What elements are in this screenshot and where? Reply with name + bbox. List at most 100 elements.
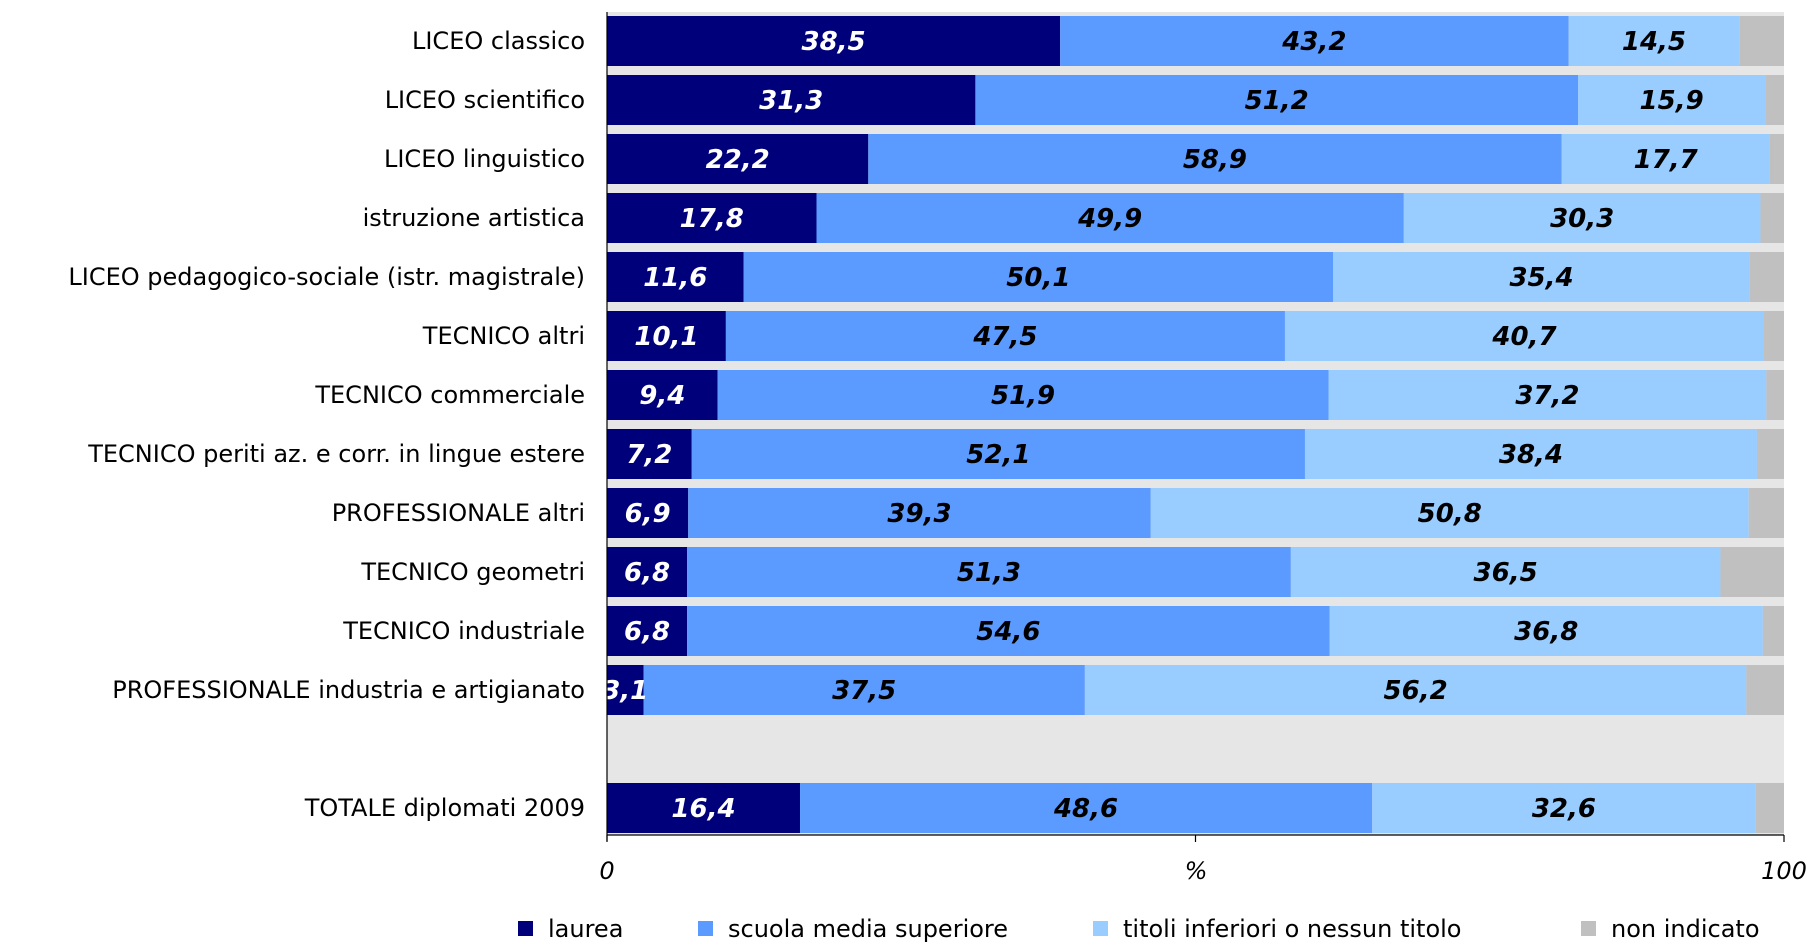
bar-segment	[868, 134, 1562, 184]
bar-segment	[607, 252, 744, 302]
bar-segment	[1150, 488, 1749, 538]
bar-segment	[607, 193, 817, 243]
bar-segment	[816, 193, 1404, 243]
data-label: 50,8	[1418, 499, 1482, 529]
bar-segment	[1763, 311, 1784, 361]
bar-segment	[607, 134, 869, 184]
bar-segment	[607, 665, 644, 715]
data-label: 6,8	[624, 617, 670, 647]
data-label: 31,3	[759, 86, 823, 116]
bar-segment	[687, 606, 1330, 656]
bar-segment	[607, 783, 801, 833]
legend-swatch	[698, 921, 713, 936]
bar-segment	[1372, 783, 1756, 833]
x-tick-label: 100	[1761, 857, 1807, 885]
bar-segment	[687, 547, 1291, 597]
value-labels-group: 38,5 43,2 14,5 31,3 51,2 15,9 22,2 58,9 17,7 17,8…	[602, 27, 1703, 824]
bar-segment	[688, 488, 1151, 538]
bar-segment	[1328, 370, 1767, 420]
data-label: 36,8	[1514, 617, 1578, 647]
bar-segment	[607, 370, 718, 420]
bar-segment	[1284, 311, 1764, 361]
bar-segment	[1333, 252, 1750, 302]
bar-segment	[800, 783, 1373, 833]
data-label: 48,6	[1053, 794, 1118, 824]
bar-segment	[643, 665, 1085, 715]
legend: laurea scuola media superiore titoli infer…	[518, 915, 1760, 943]
category-label: PROFESSIONALE industria e artigianato	[112, 676, 585, 704]
bar-segment	[1748, 488, 1784, 538]
legend-swatch	[1093, 921, 1108, 936]
data-label: 54,6	[976, 617, 1040, 647]
bar-segment	[607, 311, 726, 361]
legend-label: titoli inferiori o nessun titolo	[1123, 915, 1461, 943]
data-label: 14,5	[1622, 27, 1686, 57]
data-label: 38,5	[801, 27, 865, 57]
data-label: 51,9	[991, 381, 1055, 411]
data-label: 17,7	[1634, 145, 1699, 175]
category-label: TECNICO altri	[422, 322, 585, 350]
bar-segment	[725, 311, 1285, 361]
category-label: LICEO classico	[412, 27, 585, 55]
category-label: TECNICO periti az. e corr. in lingue est…	[87, 440, 585, 468]
data-label: 38,4	[1499, 440, 1563, 470]
data-label: 22,2	[706, 145, 770, 175]
category-labels-group: LICEO classico LICEO scientifico LICEO lin…	[68, 27, 585, 822]
bar-segment	[1561, 134, 1770, 184]
bar-segment	[1304, 429, 1757, 479]
bar-segment	[1766, 370, 1784, 420]
data-label: 15,9	[1640, 86, 1704, 116]
data-label: 56,2	[1384, 676, 1448, 706]
bar-segment	[607, 429, 692, 479]
data-label: 32,6	[1532, 794, 1596, 824]
bar-segment	[1746, 665, 1784, 715]
category-label: LICEO linguistico	[384, 145, 585, 173]
bar-segment	[1755, 783, 1784, 833]
data-label: 17,8	[680, 204, 744, 234]
data-label: 6,8	[624, 558, 670, 588]
bar-segment	[1060, 16, 1569, 66]
data-label: 7,2	[626, 440, 672, 470]
bar-segment	[1760, 193, 1784, 243]
bar-segment	[1762, 606, 1784, 656]
category-label: PROFESSIONALE altri	[332, 499, 585, 527]
data-label: 52,1	[966, 440, 1030, 470]
data-label: 58,9	[1183, 145, 1247, 175]
bar-segment	[1765, 75, 1784, 125]
data-label: 37,5	[832, 676, 896, 706]
bar-segment	[1329, 606, 1763, 656]
bar-segment	[743, 252, 1334, 302]
bar-segment	[1290, 547, 1721, 597]
data-label: 6,9	[625, 499, 671, 529]
bar-segment	[607, 488, 689, 538]
bar-segment	[1769, 134, 1784, 184]
bar-segment	[1578, 75, 1766, 125]
bars-group	[607, 16, 1784, 833]
data-label: 43,2	[1281, 27, 1346, 57]
bar-segment	[1568, 16, 1740, 66]
x-axis-label: %	[1185, 857, 1208, 885]
bar-segment	[1403, 193, 1761, 243]
data-label: 47,5	[972, 322, 1037, 352]
bar-segment	[1720, 547, 1784, 597]
data-label: 16,4	[671, 794, 735, 824]
data-label: 37,2	[1515, 381, 1579, 411]
data-label: 35,4	[1509, 263, 1573, 293]
data-label: 30,3	[1550, 204, 1614, 234]
legend-swatch	[1581, 921, 1596, 936]
bar-segment	[607, 606, 688, 656]
bar-segment	[1756, 429, 1784, 479]
category-label: LICEO scientifico	[385, 86, 585, 114]
bar-segment	[1084, 665, 1747, 715]
bar-segment	[975, 75, 1579, 125]
data-label: 50,1	[1006, 263, 1070, 293]
bar-segment	[1739, 16, 1784, 66]
category-label: TECNICO industriale	[342, 617, 585, 645]
x-ticks-group: 0 100	[599, 835, 1807, 885]
legend-swatch	[518, 921, 533, 936]
data-label: 51,3	[957, 558, 1021, 588]
data-label: 10,1	[634, 322, 698, 352]
legend-label: scuola media superiore	[728, 915, 1008, 943]
x-tick-label: 0	[599, 857, 614, 885]
